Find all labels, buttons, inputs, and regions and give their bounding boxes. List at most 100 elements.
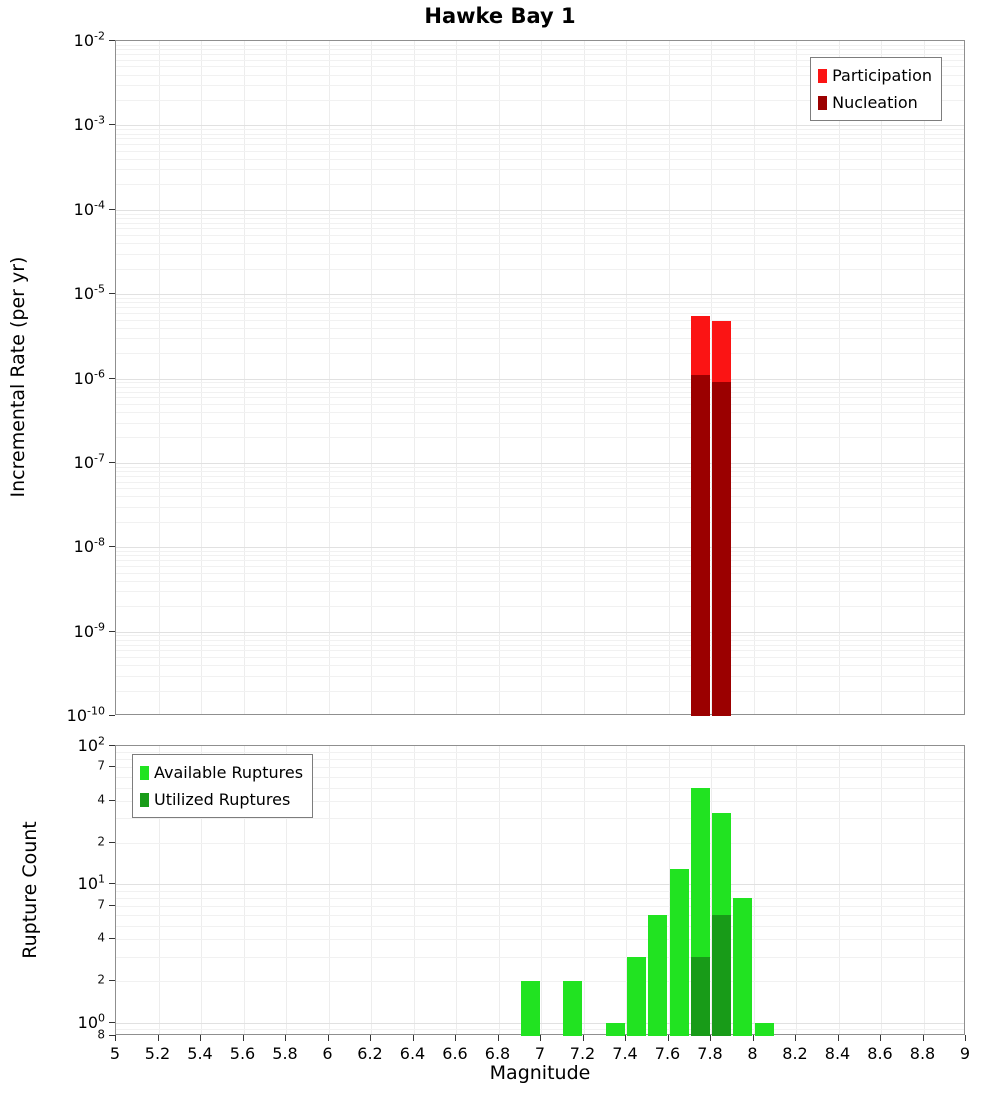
x-gridline — [923, 41, 925, 714]
y-gridline — [116, 253, 964, 255]
bar-available-ruptures — [520, 980, 540, 1036]
y-gridline — [116, 890, 964, 892]
y-tick-label: 7 — [97, 759, 105, 774]
y-gridline — [116, 66, 964, 68]
legend: Participation Nucleation — [810, 57, 942, 121]
y-gridline — [116, 475, 964, 477]
y-gridline — [116, 897, 964, 899]
y-gridline — [116, 980, 964, 982]
y-gridline — [116, 631, 964, 633]
legend-item: Nucleation — [818, 89, 932, 116]
y-tick-label: 10-9 — [73, 620, 105, 641]
y-gridline — [116, 606, 964, 608]
y-gridline — [116, 639, 964, 641]
y-gridline — [116, 150, 964, 152]
y-gridline — [116, 412, 964, 414]
y-gridline — [116, 914, 964, 916]
x-gridline — [838, 746, 840, 1034]
y-gridline — [116, 209, 964, 211]
y-gridline — [116, 228, 964, 230]
y-tick — [109, 461, 115, 463]
x-tick — [922, 1035, 924, 1041]
x-tick-label: 7 — [534, 1044, 546, 1063]
y-tick-label: 10-3 — [73, 113, 105, 135]
y-tick — [109, 800, 115, 802]
y-tick-label: 10-5 — [73, 282, 105, 303]
bar-available-ruptures — [627, 956, 647, 1036]
y-gridline — [116, 268, 964, 270]
x-tick — [965, 1035, 966, 1041]
x-tick — [157, 1035, 159, 1041]
bar-available-ruptures — [733, 897, 753, 1036]
y-tick — [109, 40, 115, 41]
y-gridline — [116, 644, 964, 646]
y-tick — [109, 1035, 115, 1036]
y-gridline — [116, 85, 964, 87]
y-gridline — [116, 488, 964, 490]
x-gridline — [711, 41, 712, 714]
y-tick-label: 10-8 — [73, 535, 105, 557]
x-tick — [327, 1035, 329, 1041]
legend-label: Available Ruptures — [154, 763, 304, 782]
y-gridline — [116, 378, 964, 380]
y-gridline — [116, 382, 964, 384]
y-tick — [109, 293, 115, 295]
x-tick-label: 8 — [747, 1044, 758, 1063]
y-tick — [109, 904, 115, 906]
x-gridline — [201, 41, 202, 714]
x-gridline — [286, 746, 287, 1034]
y-gridline — [116, 222, 964, 224]
y-gridline — [116, 787, 964, 789]
y-gridline — [116, 776, 964, 778]
y-gridline — [116, 496, 964, 498]
y-tick-label: 10-4 — [73, 198, 105, 219]
legend-swatch-participation — [818, 68, 828, 83]
y-gridline — [116, 565, 964, 567]
y-gridline — [116, 551, 964, 553]
y-gridline — [116, 506, 964, 508]
y-tick-label: 102 — [77, 734, 105, 755]
x-tick — [497, 1035, 499, 1041]
y-gridline — [116, 956, 964, 958]
legend-item: Participation — [818, 62, 932, 89]
y-tick-label: 4 — [97, 931, 105, 946]
x-gridline — [328, 746, 330, 1034]
y-gridline — [116, 572, 964, 574]
x-tick — [455, 1035, 456, 1041]
incremental-rate-plot: Participation Nucleation — [115, 40, 965, 716]
legend-label: Utilized Ruptures — [154, 790, 291, 809]
x-gridline — [158, 746, 160, 1034]
y-gridline — [116, 243, 964, 245]
y-gridline — [116, 884, 964, 886]
x-tick — [795, 1035, 796, 1041]
x-tick — [115, 1035, 116, 1041]
x-gridline — [201, 746, 202, 1034]
x-gridline — [413, 746, 415, 1034]
x-tick — [752, 1035, 754, 1041]
x-tick-label: 7.4 — [612, 1044, 638, 1063]
rupture-count-plot: Available Ruptures Utilized Ruptures — [115, 745, 965, 1036]
y-gridline — [116, 74, 964, 76]
x-gridline — [498, 746, 500, 1034]
y-tick-label: 8 — [97, 1027, 105, 1042]
y-gridline — [116, 235, 964, 237]
y-tick-label: 2 — [97, 972, 105, 987]
y-tick-label: 2 — [97, 834, 105, 849]
x-gridline — [796, 746, 797, 1034]
x-gridline — [711, 746, 712, 1034]
y-gridline — [116, 125, 964, 127]
y-gridline — [116, 471, 964, 473]
y-gridline — [116, 319, 964, 321]
y-gridline — [116, 99, 964, 101]
x-tick-label: 5 — [109, 1044, 121, 1063]
y-gridline — [116, 129, 964, 131]
x-gridline — [923, 746, 925, 1034]
bar-utilized-ruptures — [712, 914, 732, 1036]
bar-available-ruptures — [648, 914, 668, 1036]
legend-item: Available Ruptures — [140, 759, 303, 786]
x-gridline — [456, 746, 457, 1034]
y-gridline — [116, 801, 964, 803]
y-gridline — [116, 925, 964, 927]
x-gridline — [583, 41, 585, 714]
